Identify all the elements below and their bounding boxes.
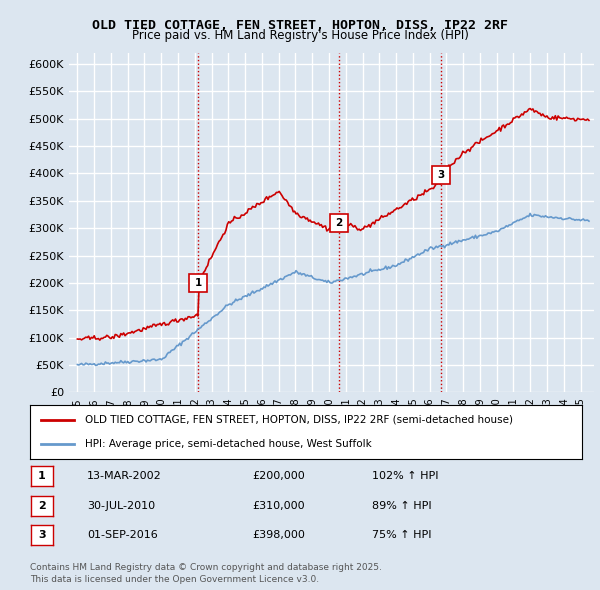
Text: 30-JUL-2010: 30-JUL-2010 (87, 501, 155, 510)
Point (37, 417, 44, 424)
Point (71, 440, 78, 447)
Text: 1: 1 (194, 278, 202, 288)
Text: 89% ↑ HPI: 89% ↑ HPI (372, 501, 431, 510)
Text: 01-SEP-2016: 01-SEP-2016 (87, 530, 158, 540)
Text: 2: 2 (38, 501, 46, 510)
Text: Price paid vs. HM Land Registry's House Price Index (HPI): Price paid vs. HM Land Registry's House … (131, 30, 469, 42)
Text: 1: 1 (38, 471, 46, 481)
Point (71, 417, 78, 424)
Text: £310,000: £310,000 (252, 501, 305, 510)
Text: OLD TIED COTTAGE, FEN STREET, HOPTON, DISS, IP22 2RF (semi-detached house): OLD TIED COTTAGE, FEN STREET, HOPTON, DI… (85, 415, 513, 425)
Text: Contains HM Land Registry data © Crown copyright and database right 2025.
This d: Contains HM Land Registry data © Crown c… (30, 563, 382, 584)
Text: 13-MAR-2002: 13-MAR-2002 (87, 471, 162, 481)
Text: 3: 3 (437, 169, 445, 179)
Text: 75% ↑ HPI: 75% ↑ HPI (372, 530, 431, 540)
Text: £398,000: £398,000 (252, 530, 305, 540)
Text: 3: 3 (38, 530, 46, 540)
Text: 2: 2 (335, 218, 343, 228)
Text: OLD TIED COTTAGE, FEN STREET, HOPTON, DISS, IP22 2RF: OLD TIED COTTAGE, FEN STREET, HOPTON, DI… (92, 19, 508, 32)
Point (37, 440, 44, 447)
Text: 102% ↑ HPI: 102% ↑ HPI (372, 471, 439, 481)
Text: HPI: Average price, semi-detached house, West Suffolk: HPI: Average price, semi-detached house,… (85, 439, 372, 449)
Text: £200,000: £200,000 (252, 471, 305, 481)
